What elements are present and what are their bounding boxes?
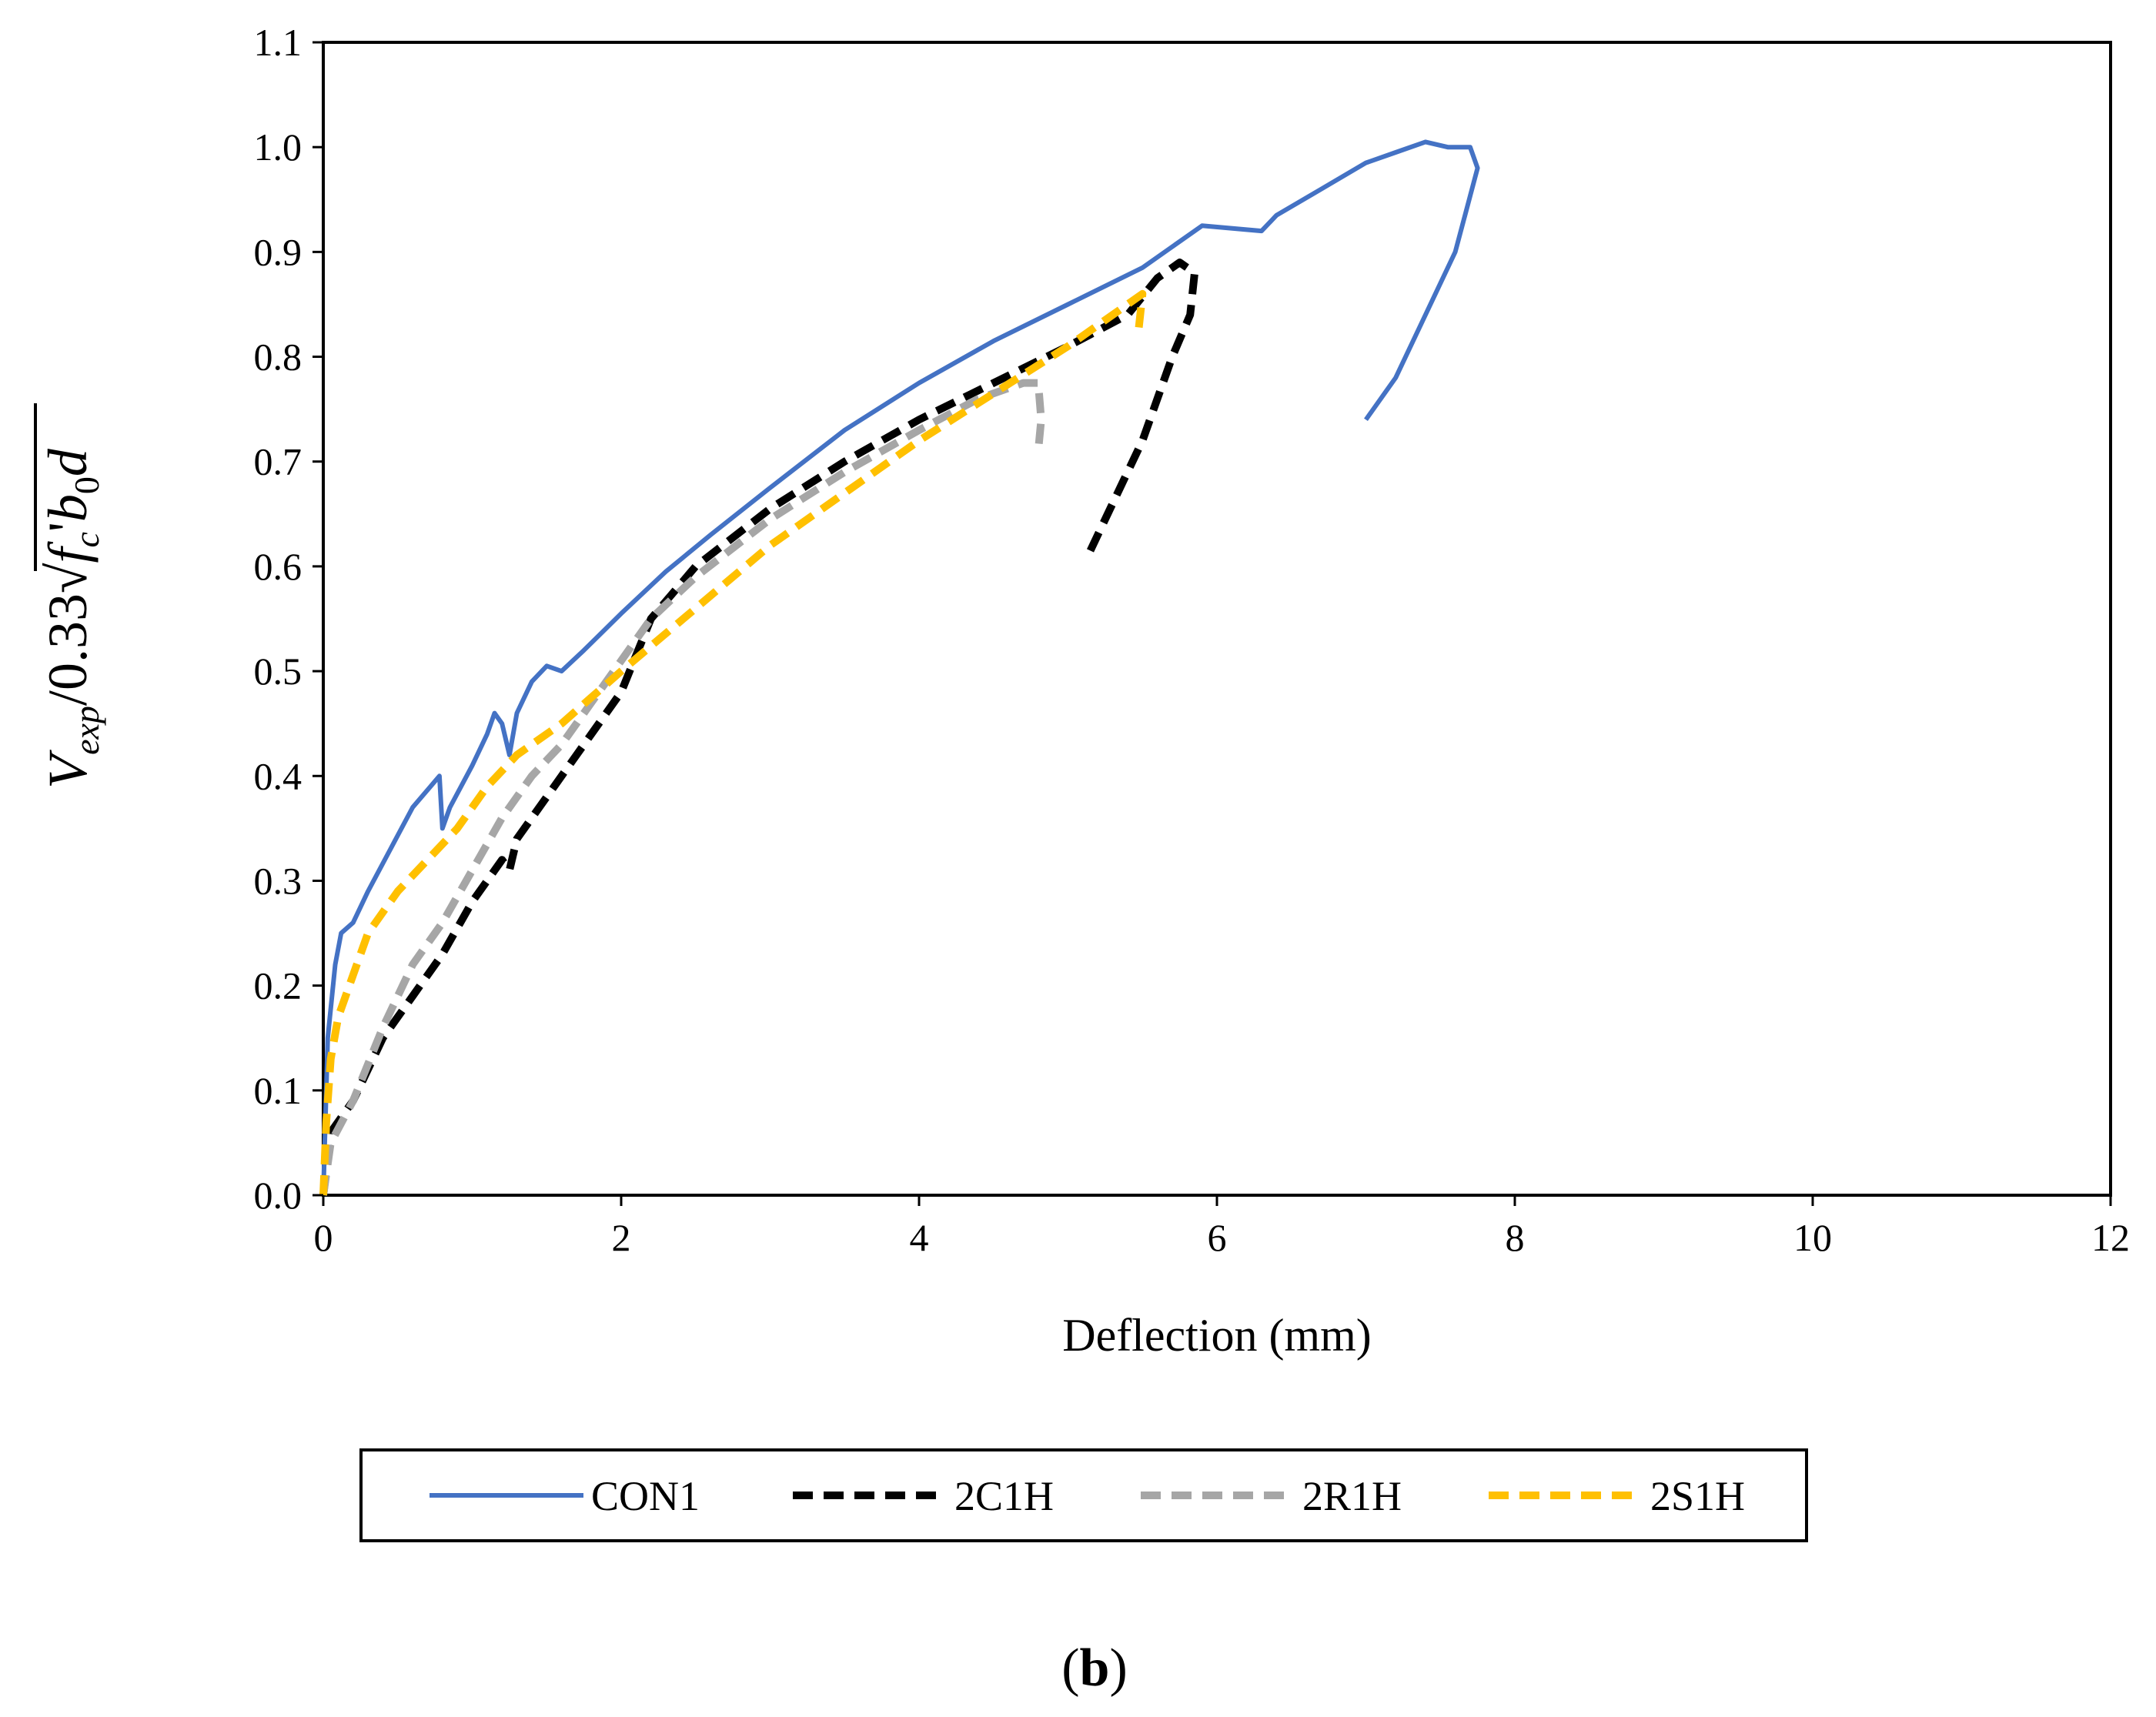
x-tick-label: 10 (1793, 1216, 1832, 1259)
y-title-prime: ' (37, 522, 99, 532)
y-tick-label: 0.9 (254, 230, 303, 273)
series-layer (319, 139, 1480, 1196)
legend-label-2r1h: 2R1H (1302, 1473, 1402, 1519)
y-tick-label: 0.6 (254, 545, 303, 588)
panel-label-letter: b (1080, 1638, 1110, 1698)
x-tick-label: 12 (2091, 1216, 2130, 1259)
series-line-2s1h (319, 289, 1147, 1196)
y-tick-label: 0.4 (254, 754, 303, 797)
series-line-2c1h (319, 259, 1198, 1196)
y-title-b: b (37, 494, 99, 522)
x-axis-title: Deflection (mm) (1062, 1310, 1372, 1361)
y-title-v: V (37, 750, 99, 789)
x-tick-label: 8 (1506, 1216, 1525, 1259)
y-tick-label: 0.2 (254, 964, 303, 1007)
x-axis-ticks: 0 2 4 6 8 10 12 (314, 1195, 2130, 1259)
y-axis-title: Vexp/0.33√fc'b0d (34, 403, 106, 789)
x-tick-label: 2 (612, 1216, 631, 1259)
y-tick-label: 1.1 (254, 21, 303, 64)
x-tick-label: 4 (910, 1216, 929, 1259)
y-tick-label: 0.1 (254, 1069, 303, 1112)
legend: CON1 2C1H 2R1H 2S1H (430, 1473, 1745, 1519)
legend-label-con1: CON1 (591, 1473, 700, 1519)
y-title-d: d (37, 448, 99, 476)
y-title-f-sub: c (67, 532, 106, 547)
y-tick-label: 0.5 (254, 650, 303, 693)
svg-text:Vexp/0.33√fc'b0d: Vexp/0.33√fc'b0d (37, 448, 106, 789)
y-tick-label: 0.8 (254, 336, 303, 379)
x-tick-label: 0 (314, 1216, 333, 1259)
legend-label-2c1h: 2C1H (954, 1473, 1054, 1519)
y-tick-label: 1.0 (254, 125, 303, 169)
y-title-b-sub: 0 (67, 476, 106, 494)
y-axis-ticks: 0.0 0.1 0.2 0.3 0.4 0.5 0.6 0.7 0.8 0.9 1.0 1.1 (254, 21, 323, 1217)
y-tick-label: 0.3 (254, 859, 303, 902)
y-title-v-sub: exp (67, 706, 106, 755)
series-line-con1 (321, 139, 1480, 1196)
panel-label: (b) (1061, 1638, 1128, 1698)
y-tick-label: 0.0 (254, 1174, 303, 1217)
legend-label-2s1h: 2S1H (1650, 1473, 1745, 1519)
x-tick-label: 6 (1208, 1216, 1227, 1259)
y-tick-label: 0.7 (254, 440, 303, 483)
y-title-divider: /0.33 (37, 593, 99, 706)
